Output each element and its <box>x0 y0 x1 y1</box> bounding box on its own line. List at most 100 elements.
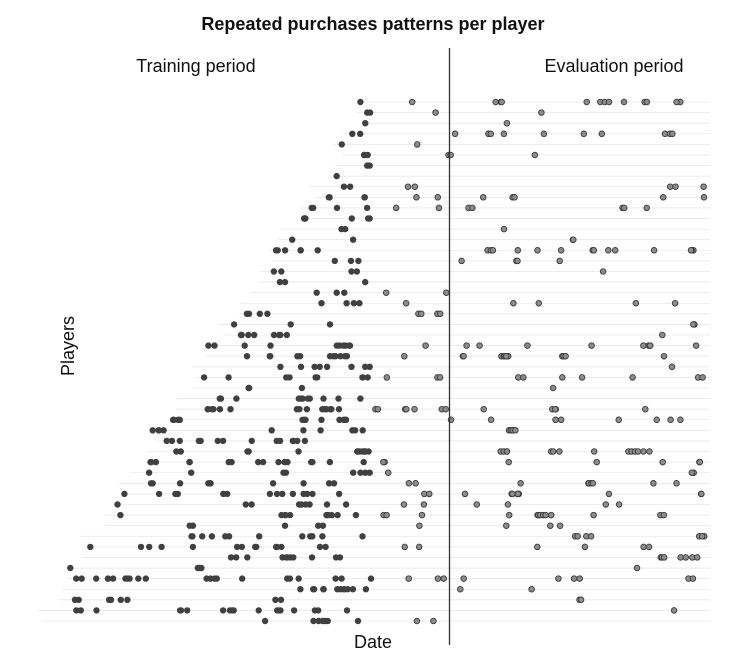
training-purchase-point <box>281 247 289 254</box>
evaluation-purchase-point <box>659 458 666 466</box>
training-purchase-point <box>146 543 153 551</box>
evaluation-purchase-point <box>549 384 557 392</box>
training-purchase-point <box>359 533 366 540</box>
evaluation-purchase-point <box>673 480 680 487</box>
training-purchase-point <box>225 533 233 540</box>
training-purchase-point <box>319 533 326 540</box>
training-purchase-point <box>275 458 282 466</box>
evaluation-purchase-point <box>413 141 421 148</box>
training-purchase-point <box>297 586 304 593</box>
training-purchase-point <box>117 511 124 519</box>
training-purchase-point <box>135 575 142 582</box>
training-purchase-point <box>67 564 74 572</box>
training-purchase-point <box>114 501 121 508</box>
evaluation-purchase-point <box>436 310 444 318</box>
evaluation-purchase-point <box>653 416 660 424</box>
training-purchase-point <box>266 353 273 360</box>
evaluation-purchase-point <box>509 490 516 498</box>
training-purchase-point <box>274 247 281 254</box>
training-purchase-point <box>275 331 283 339</box>
training-purchase-point <box>210 406 217 413</box>
x-axis-label: Date <box>354 632 392 652</box>
evaluation-purchase-point <box>668 363 676 371</box>
evaluation-purchase-point <box>401 543 408 551</box>
training-purchase-point <box>362 278 369 286</box>
training-purchase-point <box>363 204 371 212</box>
training-purchase-point <box>213 575 220 582</box>
training-purchase-point <box>109 575 117 582</box>
evaluation-purchase-point <box>587 533 595 540</box>
evaluation-purchase-point <box>540 130 548 138</box>
evaluation-purchase-point <box>660 352 668 360</box>
training-purchase-point <box>242 501 249 508</box>
evaluation-purchase-point <box>405 480 413 487</box>
training-purchase-point <box>293 406 301 413</box>
evaluation-purchase-point <box>692 342 700 349</box>
training-purchase-point <box>245 448 252 455</box>
evaluation-purchase-point <box>383 511 390 519</box>
evaluation-purchase-point <box>463 342 470 349</box>
evaluation-purchase-point <box>578 374 586 381</box>
training-purchase-point <box>341 353 349 360</box>
evaluation-purchase-point <box>643 204 650 212</box>
training-purchase-point <box>261 617 269 625</box>
training-purchase-point <box>287 554 294 561</box>
training-purchase-point <box>243 353 251 360</box>
training-purchase-point <box>366 363 373 370</box>
evaluation-purchase-point <box>660 511 668 519</box>
training-purchase-point <box>325 480 333 487</box>
training-purchase-point <box>251 331 258 339</box>
training-points <box>67 98 375 625</box>
evaluation-purchase-point <box>504 501 512 508</box>
training-purchase-point <box>126 575 133 582</box>
evaluation-purchase-point <box>599 268 607 275</box>
evaluation-purchase-point <box>430 617 437 625</box>
training-purchase-point <box>233 395 240 402</box>
training-purchase-point <box>295 575 302 582</box>
evaluation-purchase-point <box>659 194 667 201</box>
evaluation-purchase-point <box>693 554 701 561</box>
evaluation-purchase-point <box>670 607 678 614</box>
training-purchase-point <box>273 490 281 498</box>
evaluation-purchase-point <box>435 204 443 212</box>
evaluation-purchase-point <box>528 585 535 593</box>
evaluation-purchase-point <box>605 98 613 106</box>
evaluation-purchase-point <box>413 194 420 201</box>
training-purchase-point <box>347 257 355 265</box>
training-purchase-point <box>256 533 263 540</box>
evaluation-purchase-point <box>698 533 706 540</box>
training-purchase-point <box>297 395 305 402</box>
training-purchase-point <box>357 130 364 137</box>
training-purchase-point <box>208 533 216 540</box>
training-purchase-point <box>198 564 205 572</box>
evaluation-purchase-point <box>671 299 679 307</box>
evaluation-purchase-point <box>629 374 636 381</box>
training-purchase-point <box>313 289 320 296</box>
training-purchase-point <box>255 607 262 614</box>
evaluation-purchase-point <box>615 501 623 508</box>
evaluation-purchase-point <box>514 257 521 265</box>
training-purchase-point <box>315 522 322 529</box>
training-purchase-point <box>188 469 195 476</box>
training-purchase-point <box>174 490 181 498</box>
evaluation-purchase-point <box>503 522 510 529</box>
training-purchase-point <box>278 268 285 275</box>
training-purchase-point <box>300 427 307 434</box>
training-purchase-point <box>348 268 355 275</box>
training-purchase-point <box>282 469 290 476</box>
evaluation-purchase-point <box>602 501 610 508</box>
training-purchase-point <box>308 554 316 561</box>
evaluation-purchase-point <box>538 109 545 116</box>
evaluation-purchase-point <box>404 183 412 190</box>
evaluation-purchase-point <box>502 352 510 360</box>
training-purchase-point <box>300 480 307 487</box>
training-purchase-point <box>357 98 364 106</box>
training-purchase-point <box>318 300 325 307</box>
evaluation-period-label: Evaluation period <box>544 56 683 76</box>
training-purchase-point <box>359 374 366 381</box>
training-purchase-point <box>184 607 191 614</box>
evaluation-purchase-point <box>687 247 695 254</box>
evaluation-purchase-point <box>447 151 454 159</box>
evaluation-purchase-point <box>473 501 481 508</box>
evaluation-purchase-point <box>555 575 562 582</box>
